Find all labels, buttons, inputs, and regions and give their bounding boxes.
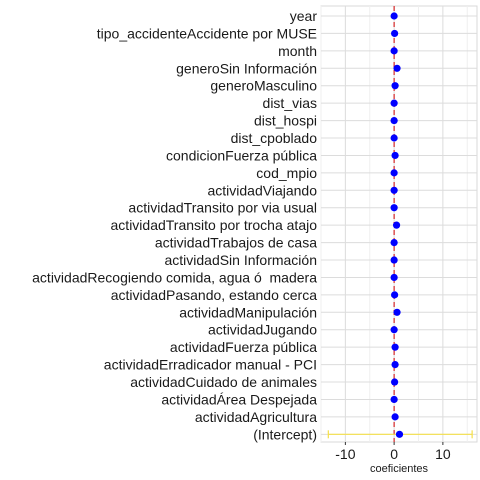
y-tick-label: actividadManipulación — [179, 304, 317, 320]
y-tick-label: actividadTrabajos de casa — [155, 235, 317, 251]
coefficient-point — [395, 430, 404, 438]
coefficient-point — [390, 47, 398, 55]
y-tick-label: tipo_accidenteAccidente por MUSE — [97, 25, 317, 41]
y-tick-label: actividadFuerza pública — [170, 339, 317, 355]
coefficient-point — [393, 308, 401, 316]
coefficient-point — [391, 361, 399, 369]
coefficient-point — [390, 12, 398, 20]
y-tick-label: actividadSin Información — [164, 252, 317, 268]
y-tick-label: generoSin Información — [176, 60, 317, 76]
data-points — [390, 12, 404, 438]
x-axis-label: coeficientes — [370, 463, 429, 475]
coefficient-point — [391, 29, 399, 38]
y-tick-label: actividadAgricultura — [195, 409, 317, 425]
coefficient-point — [391, 378, 399, 386]
coefficient-point — [390, 169, 398, 177]
x-tick-labels: -10 0 10 — [335, 442, 451, 462]
x-tick-label: 10 — [435, 446, 451, 462]
coefficient-point — [391, 151, 399, 160]
y-tick-label: (Intercept) — [253, 426, 317, 442]
y-tick-label: actividadCuidado de animales — [130, 374, 317, 390]
y-tick-label: condicionFuerza pública — [166, 147, 317, 163]
y-tick-label: actividadTransito por via usual — [128, 200, 317, 216]
y-tick-label: dist_cpoblado — [231, 130, 318, 146]
y-tick-label: actividadPasando, estando cerca — [111, 287, 317, 303]
x-tick-label: 0 — [390, 446, 398, 462]
coefficient-point — [390, 134, 398, 142]
coefficient-point — [390, 204, 398, 212]
coefficient-point — [390, 116, 398, 125]
coefficient-point — [391, 82, 399, 90]
y-tick-label: actividadJugando — [208, 322, 317, 338]
coefficient-point — [391, 343, 399, 351]
y-tick-label: dist_hospi — [254, 113, 317, 129]
y-tick-label: month — [278, 43, 317, 59]
coefficient-point — [390, 273, 398, 282]
coefficient-point — [390, 395, 398, 404]
coefficient-point — [393, 64, 401, 72]
x-tick-label: -10 — [335, 446, 355, 462]
y-tick-label: cod_mpio — [256, 165, 317, 181]
coefficient-point — [390, 326, 398, 334]
coefficient-point — [391, 291, 399, 299]
coefficient-point — [390, 256, 398, 264]
y-tick-label: actividadÁrea Despejada — [161, 391, 317, 407]
y-tick-label: actividadRecogiendo comida, agua ó mader… — [32, 269, 317, 285]
coefficient-point — [391, 413, 399, 421]
y-tick-label: actividadErradicador manual - PCI — [104, 357, 317, 373]
coefficient-point — [390, 99, 398, 107]
coefficient-point — [390, 186, 398, 194]
y-tick-label: actividadViajando — [208, 182, 318, 198]
y-tick-label: dist_vias — [263, 95, 317, 111]
coefficient-point — [392, 221, 401, 229]
y-tick-label: actividadTransito por trocha atajo — [111, 217, 318, 233]
y-tick-label: generoMasculino — [210, 78, 317, 94]
coefficient-point — [390, 238, 398, 247]
y-tick-label: year — [290, 8, 318, 24]
